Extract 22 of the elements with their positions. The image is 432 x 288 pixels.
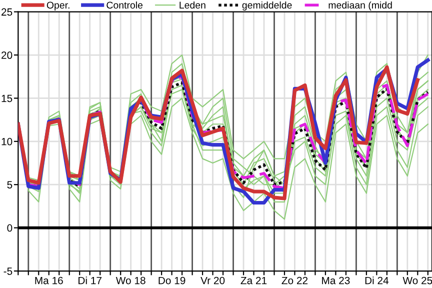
x-tick-label: Wo 25: [402, 276, 432, 284]
legend-label: Leden: [180, 1, 206, 9]
legend-label: gemiddelde: [242, 1, 292, 11]
y-tick-label: 0: [7, 224, 12, 232]
y-tick-label: -5: [4, 268, 12, 275]
x-tick-label: Vr 20: [200, 276, 225, 284]
y-tick-label: 10: [2, 138, 12, 146]
y-tick-label: 15: [2, 94, 12, 102]
x-tick-label: Do 19: [158, 276, 186, 284]
x-tick-label: Wo 18: [116, 276, 146, 284]
x-tick-label: Za 21: [240, 276, 267, 284]
x-tick-label: Ma 23: [322, 276, 350, 284]
y-tick-label: 5: [7, 181, 12, 188]
y-tick-label: 20: [2, 52, 12, 59]
legend-label: mediaan (midd: [328, 1, 392, 11]
x-tick-label: Di 17: [78, 276, 102, 284]
x-tick-label: Ma 16: [35, 276, 63, 284]
legend-label: Oper.: [46, 2, 70, 11]
x-tick-label: Zo 22: [282, 276, 308, 284]
x-tick-label: Di 24: [365, 276, 389, 284]
legend-label: Controle: [106, 1, 143, 9]
y-tick-label: 25: [2, 8, 12, 16]
